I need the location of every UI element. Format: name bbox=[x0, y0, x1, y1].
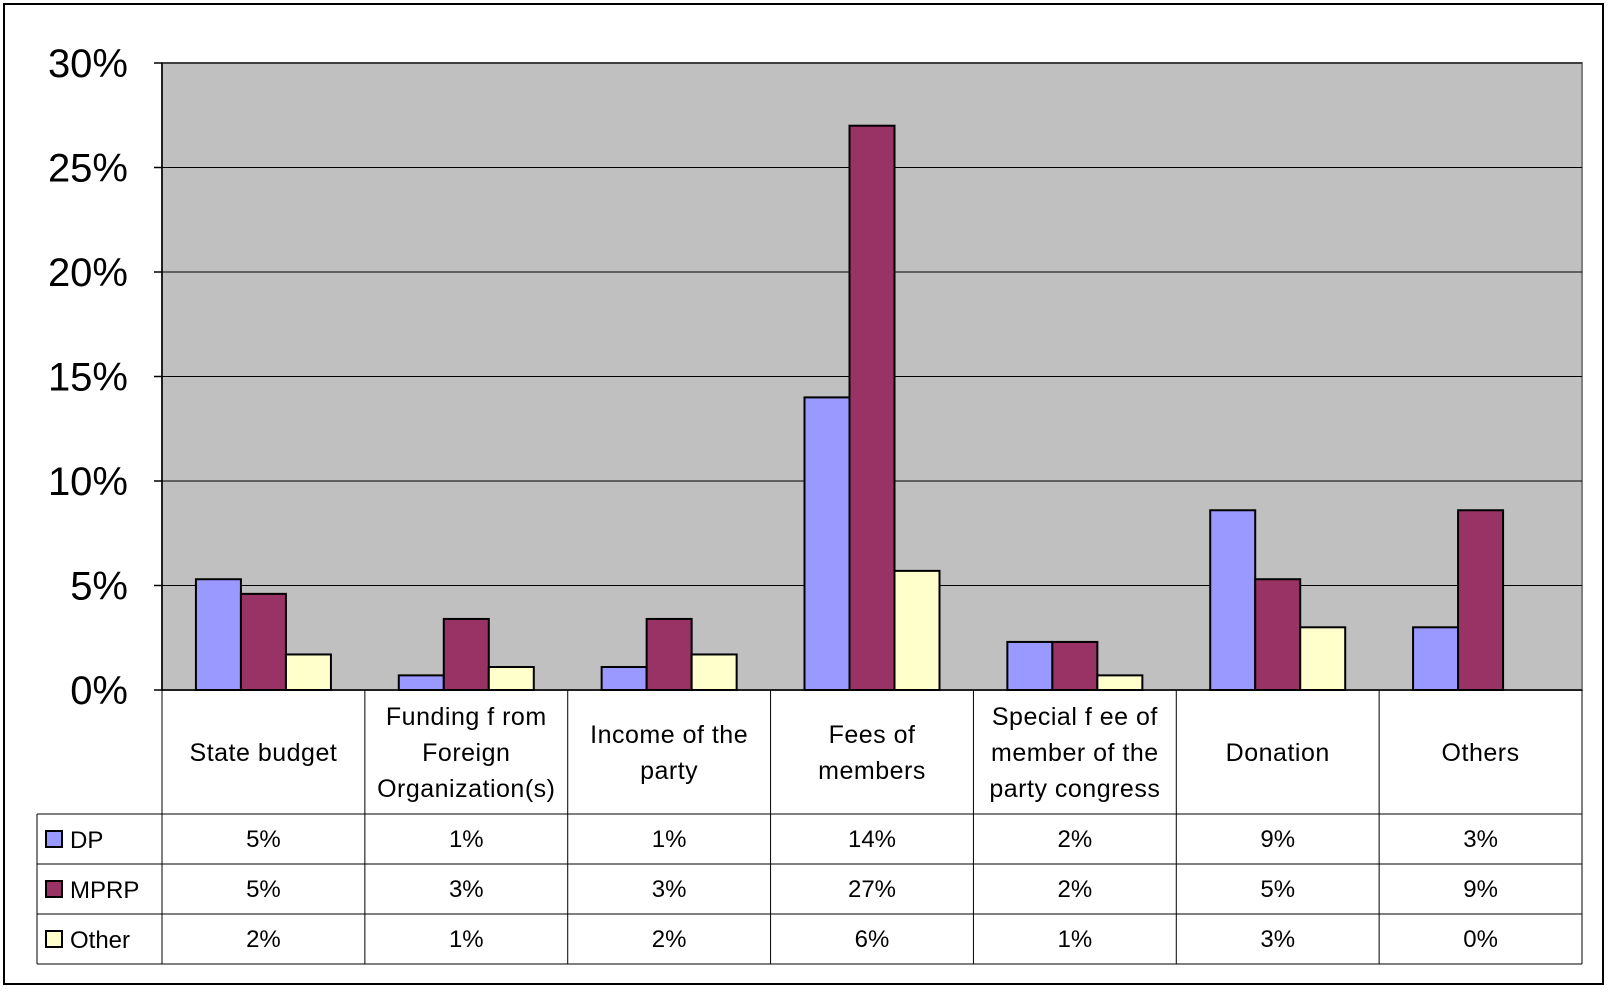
data-table-cell: 3% bbox=[652, 876, 687, 903]
y-tick-label: 25% bbox=[48, 147, 128, 191]
legend-key-dp bbox=[45, 830, 63, 848]
category-label: members bbox=[818, 757, 926, 785]
bar-mprp-4 bbox=[1051, 640, 1099, 691]
bar-other-1 bbox=[487, 666, 535, 692]
data-table-cell: 2% bbox=[652, 926, 687, 953]
y-tick-label: 0% bbox=[70, 669, 128, 713]
bar-mprp-5 bbox=[1254, 578, 1302, 691]
bar-mprp-1 bbox=[442, 617, 490, 691]
category-label: Foreign bbox=[422, 739, 510, 767]
data-table-cell: 1% bbox=[449, 826, 484, 853]
legend-label: Other bbox=[70, 927, 130, 954]
legend-key-mprp bbox=[45, 880, 63, 898]
y-tick-label: 10% bbox=[48, 460, 128, 504]
bar-dp-1 bbox=[397, 674, 445, 691]
y-tick-label: 20% bbox=[48, 251, 128, 295]
category-label: Special f ee of bbox=[992, 703, 1158, 731]
bar-mprp-2 bbox=[645, 617, 693, 691]
category-label: Organization(s) bbox=[377, 775, 555, 803]
chart-frame bbox=[3, 3, 1604, 985]
data-table-cell: 3% bbox=[1260, 926, 1295, 953]
data-table-cell: 5% bbox=[1260, 876, 1295, 903]
legend-key-other bbox=[45, 930, 63, 948]
data-table-cell: 27% bbox=[848, 876, 896, 903]
y-tick-label: 5% bbox=[70, 565, 128, 609]
y-tick-label: 15% bbox=[48, 356, 128, 400]
bar-dp-6 bbox=[1412, 626, 1460, 691]
bar-other-3 bbox=[893, 569, 941, 691]
bar-dp-2 bbox=[600, 666, 648, 692]
bar-other-5 bbox=[1299, 626, 1347, 691]
bar-dp-5 bbox=[1209, 509, 1257, 692]
bar-mprp-0 bbox=[239, 592, 287, 691]
category-label: party congress bbox=[989, 775, 1160, 803]
legend-label: MPRP bbox=[70, 877, 139, 904]
bar-dp-3 bbox=[803, 396, 851, 691]
bar-other-0 bbox=[284, 653, 332, 691]
data-table-cell: 2% bbox=[246, 926, 281, 953]
data-table-cell: 3% bbox=[1463, 826, 1498, 853]
y-tick-label: 30% bbox=[48, 42, 128, 86]
category-label: Others bbox=[1442, 739, 1520, 767]
data-table-cell: 3% bbox=[449, 876, 484, 903]
category-label: Fees of bbox=[829, 721, 916, 749]
data-table-cell: 2% bbox=[1058, 826, 1093, 853]
data-table-cell: 5% bbox=[246, 876, 281, 903]
bar-mprp-3 bbox=[848, 124, 896, 691]
data-table-cell: 9% bbox=[1260, 826, 1295, 853]
bar-dp-0 bbox=[194, 578, 242, 691]
category-label: member of the bbox=[991, 739, 1159, 767]
legend-label: DP bbox=[70, 827, 103, 854]
data-table-cell: 6% bbox=[855, 926, 890, 953]
category-label: State budget bbox=[190, 739, 338, 767]
bar-other-2 bbox=[690, 653, 738, 691]
data-table-cell: 5% bbox=[246, 826, 281, 853]
bar-other-4 bbox=[1096, 674, 1144, 691]
data-table-cell: 0% bbox=[1463, 926, 1498, 953]
data-table-cell: 1% bbox=[1058, 926, 1093, 953]
data-table-cell: 1% bbox=[652, 826, 687, 853]
category-label: party bbox=[640, 757, 698, 785]
category-label: Income of the bbox=[590, 721, 748, 749]
data-table-cell: 1% bbox=[449, 926, 484, 953]
bar-mprp-6 bbox=[1457, 509, 1505, 692]
data-table-cell: 14% bbox=[848, 826, 896, 853]
data-table-cell: 9% bbox=[1463, 876, 1498, 903]
bar-dp-4 bbox=[1006, 640, 1054, 691]
data-table-cell: 2% bbox=[1058, 876, 1093, 903]
category-label: Funding f rom bbox=[386, 703, 547, 731]
category-label: Donation bbox=[1226, 739, 1330, 767]
